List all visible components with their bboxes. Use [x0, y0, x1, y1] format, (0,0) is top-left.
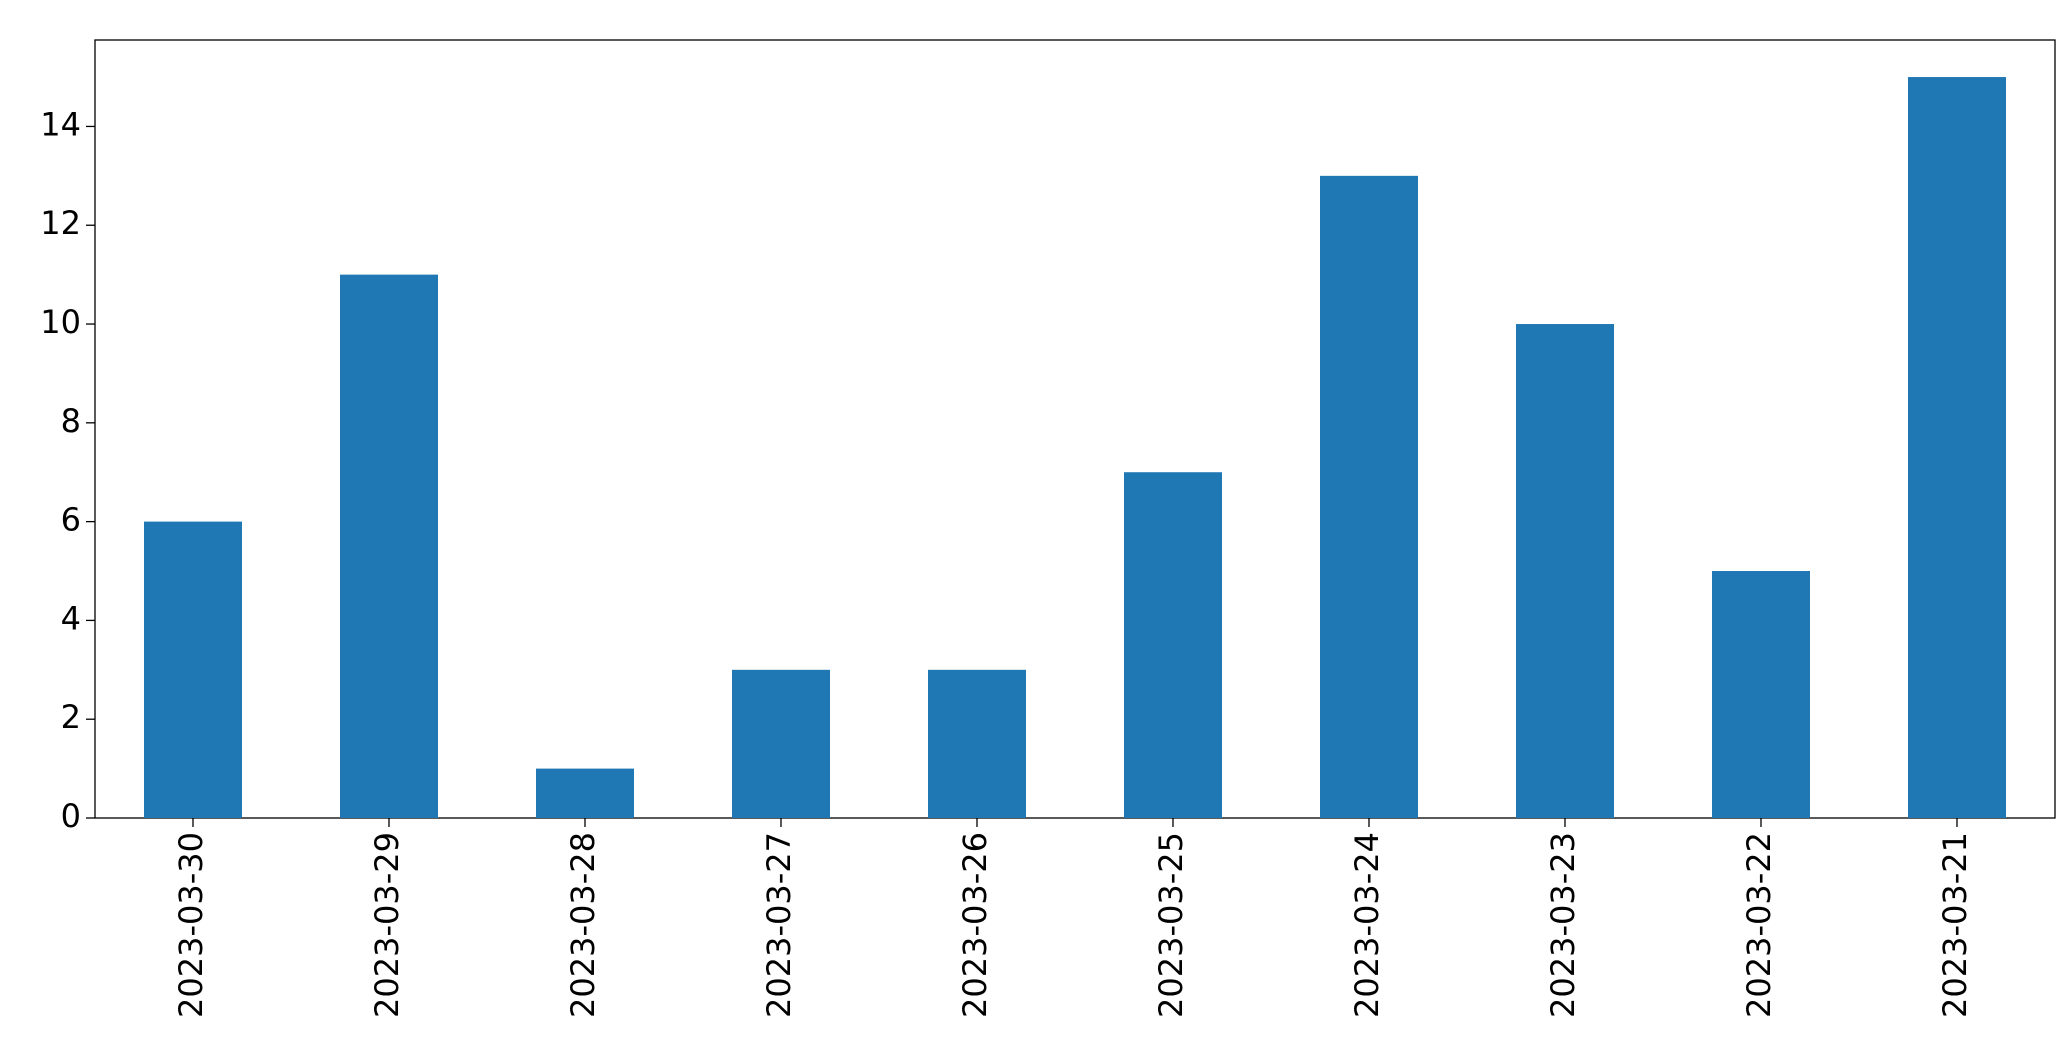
bar	[144, 521, 242, 818]
x-tick-label: 2023-03-21	[1936, 832, 1974, 1018]
y-tick-label: 2	[61, 698, 81, 736]
x-tick-label: 2023-03-22	[1740, 832, 1778, 1018]
y-tick-label: 4	[61, 599, 81, 637]
bar	[340, 274, 438, 819]
bar	[1320, 175, 1418, 819]
bar	[732, 669, 830, 818]
x-tick-label: 2023-03-24	[1348, 832, 1386, 1018]
y-tick-label: 6	[61, 501, 81, 539]
bar	[1124, 472, 1222, 818]
x-tick-label: 2023-03-26	[956, 832, 994, 1018]
bar	[928, 669, 1026, 818]
x-tick-label: 2023-03-30	[172, 832, 210, 1018]
x-tick-label: 2023-03-29	[368, 832, 406, 1018]
y-tick-label: 14	[40, 105, 81, 143]
x-tick-label: 2023-03-27	[760, 832, 798, 1018]
bar	[1908, 77, 2006, 819]
bar	[1712, 571, 1810, 818]
y-tick-label: 12	[40, 204, 81, 242]
y-tick-label: 10	[40, 303, 81, 341]
x-tick-label: 2023-03-25	[1152, 832, 1190, 1018]
bar	[1516, 324, 1614, 818]
y-tick-label: 8	[61, 402, 81, 440]
x-tick-label: 2023-03-28	[564, 832, 602, 1018]
x-tick-label: 2023-03-23	[1544, 832, 1582, 1018]
y-tick-label: 0	[61, 797, 81, 835]
bar	[536, 768, 634, 818]
plot-frame	[94, 39, 2056, 819]
